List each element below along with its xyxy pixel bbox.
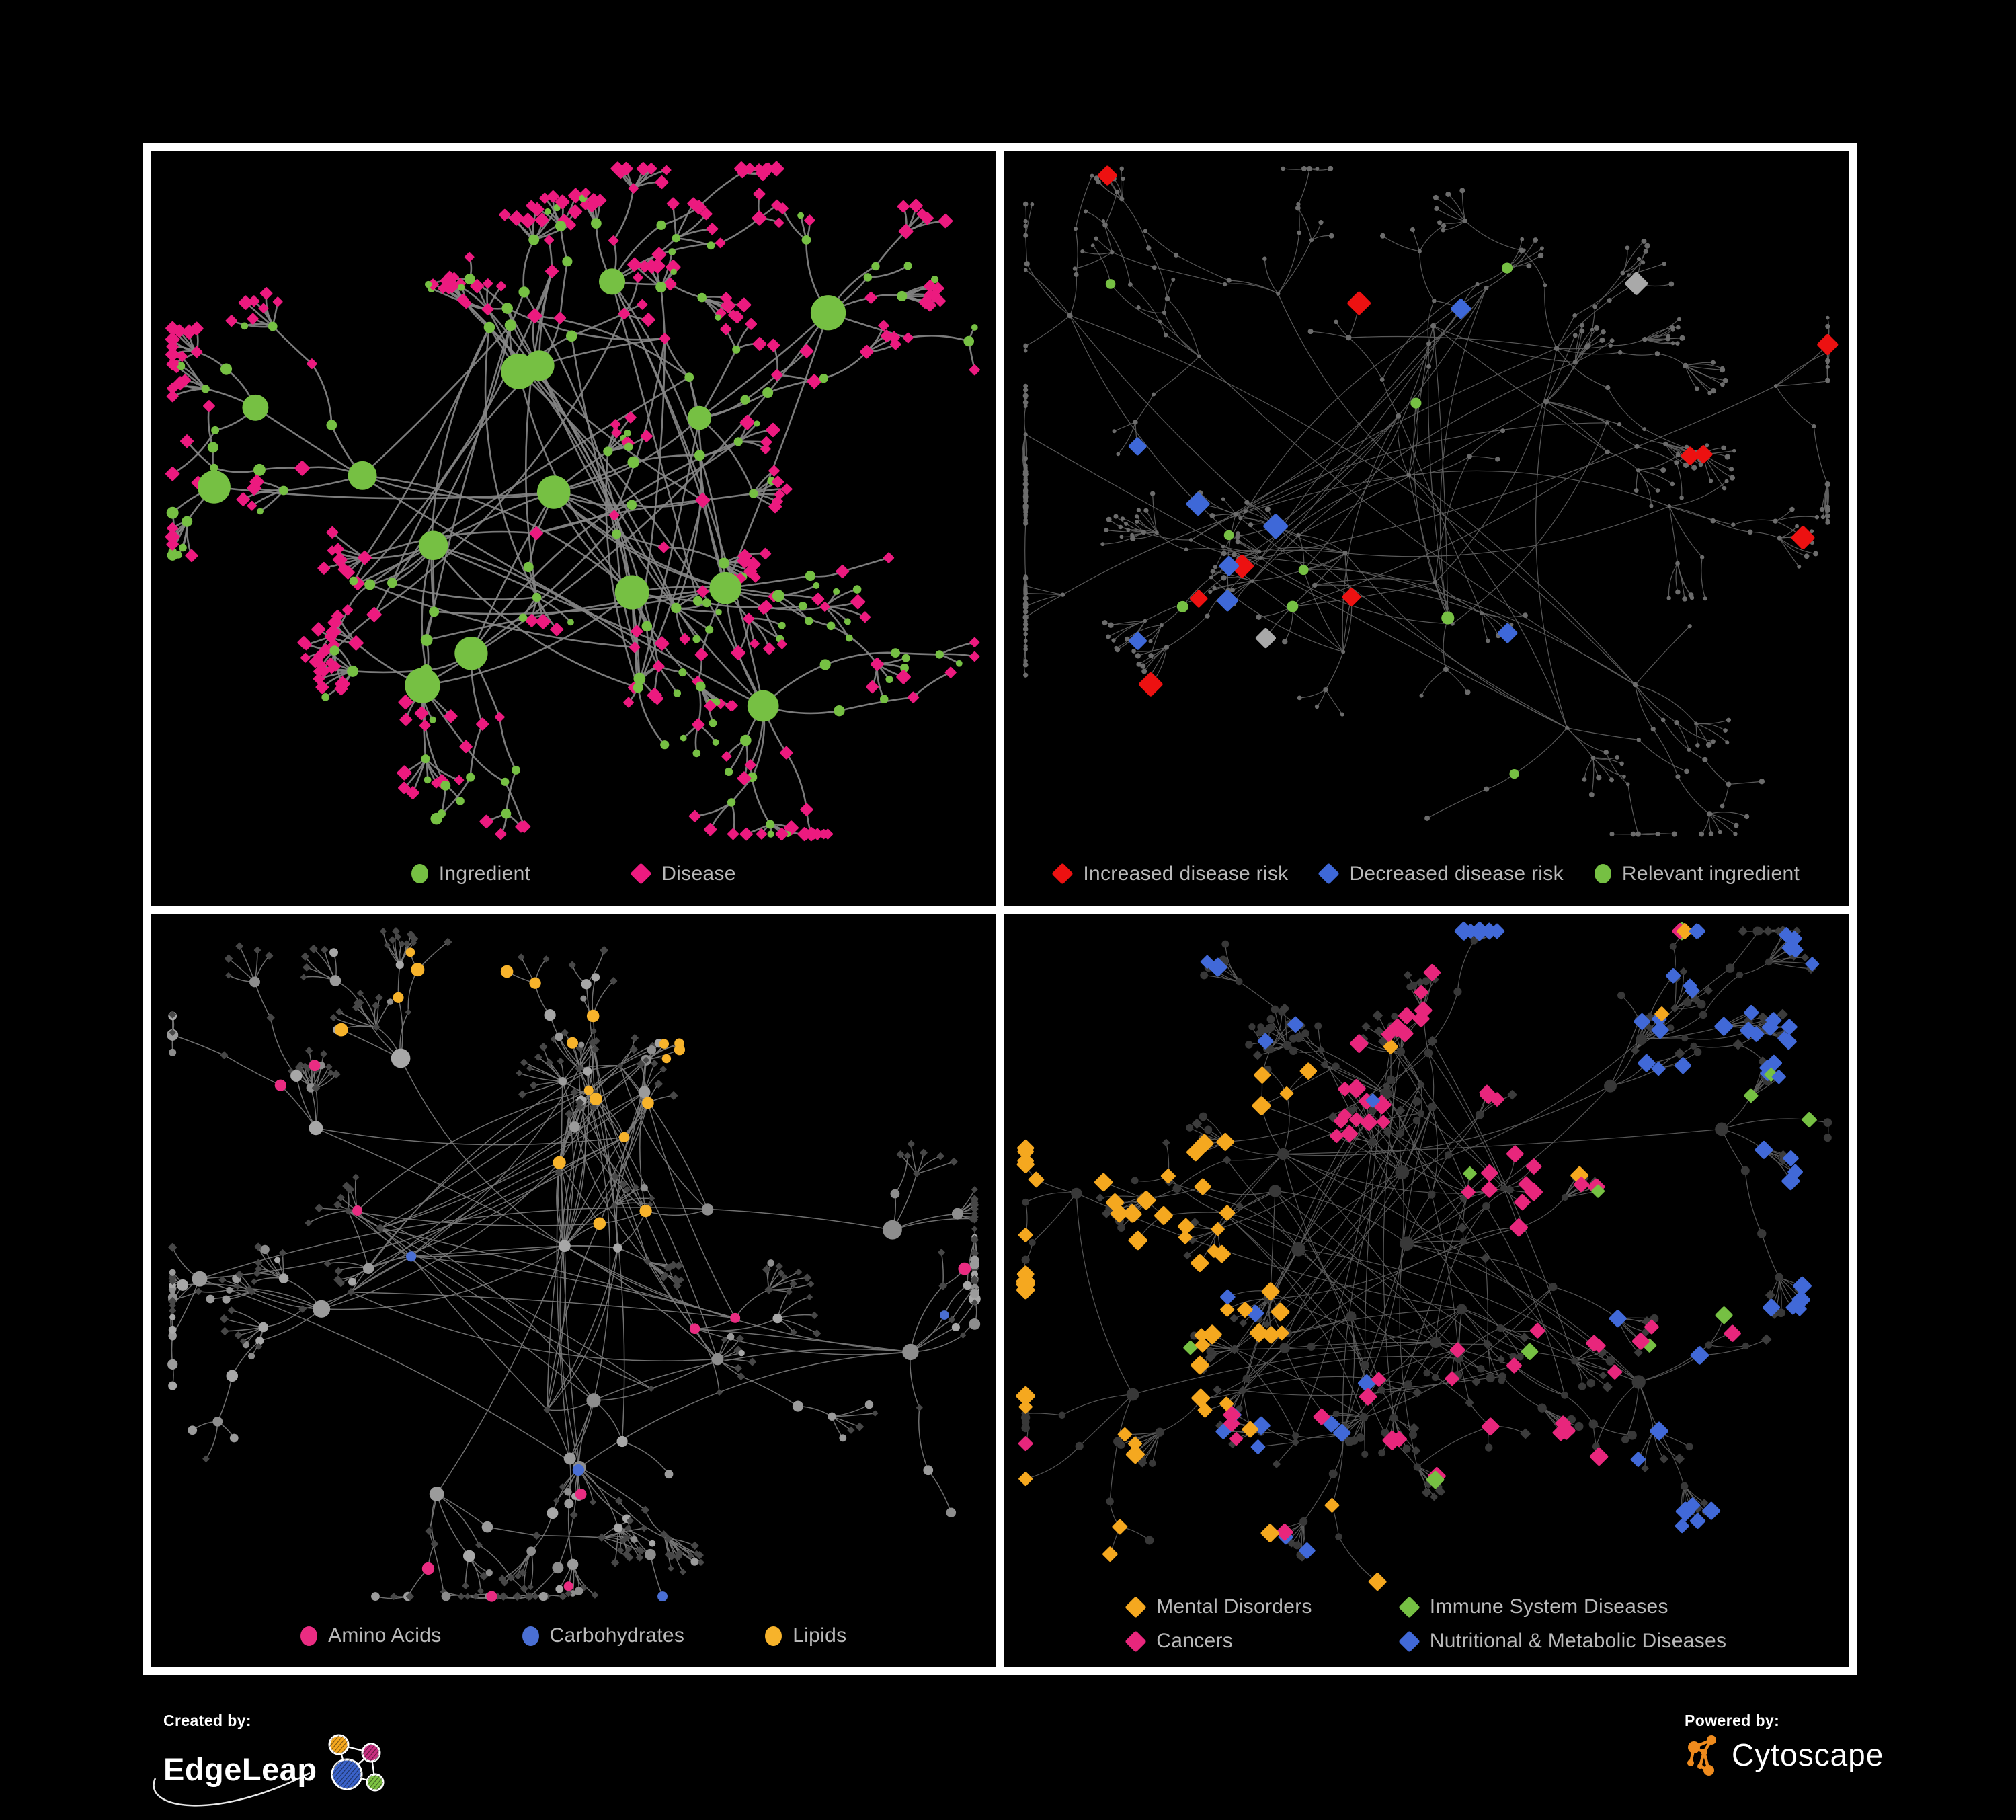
relevant-ingredient-circle-marker [1594, 864, 1611, 883]
legend-label-decreased-risk: Decreased disease risk [1349, 862, 1564, 885]
legend-item-nutritional-metabolic-diseases: Nutritional & Metabolic Diseases [1398, 1630, 1727, 1653]
created-by-label: Created by: [163, 1712, 251, 1729]
panel-grid: Ingredient Disease Increased disease ris… [143, 143, 1857, 1675]
legend-item-immune-system-diseases: Immune System Diseases [1398, 1595, 1668, 1618]
disease-diamond-marker [630, 863, 652, 885]
panel-disease-risk: Increased disease risk Decreased disease… [1004, 151, 1849, 906]
legend-item-carbohydrates: Carbohydrates [522, 1624, 685, 1647]
decreased-risk-diamond-marker [1318, 863, 1340, 885]
legend-item-disease: Disease [630, 862, 736, 885]
legend-item-amino-acids: Amino Acids [300, 1624, 441, 1647]
carbohydrates-circle-marker [522, 1626, 539, 1646]
legend-label-amino-acids: Amino Acids [328, 1624, 442, 1647]
cytoscape-icon [1687, 1735, 1716, 1776]
legend-disease-classes: Mental Disorders Immune System Diseases … [1004, 1595, 1849, 1653]
legend-label-increased-risk: Increased disease risk [1083, 862, 1289, 885]
network-graph-ingredient-classes [167, 926, 981, 1602]
legend-label-lipids: Lipids [793, 1624, 847, 1647]
legend-item-mental-disorders: Mental Disorders [1125, 1595, 1312, 1618]
legend-label-ingredient: Ingredient [438, 862, 531, 885]
legend-label-disease: Disease [661, 862, 736, 885]
legend-ingredient-classes: Amino Acids Carbohydrates Lipids [151, 1624, 996, 1647]
powered-by-block: Powered by: Cytoscape [1685, 1712, 1884, 1776]
increased-risk-diamond-marker [1051, 863, 1074, 885]
network-graph-ingredient-disease [165, 161, 980, 842]
immune-system-diseases-diamond-marker [1398, 1595, 1420, 1618]
network-graph-disease-risk [1022, 165, 1838, 837]
panel-ingredient-disease: Ingredient Disease [151, 151, 996, 906]
nutritional-metabolic-diseases-diamond-marker [1398, 1630, 1420, 1653]
legend-ingredient-disease: Ingredient Disease [151, 863, 996, 885]
legend-label-cancers: Cancers [1156, 1630, 1234, 1652]
legend-label-relevant-ingredient: Relevant ingredient [1621, 862, 1800, 885]
legend-item-relevant-ingredient: Relevant ingredient [1594, 862, 1800, 885]
cytoscape-logo: Cytoscape [1685, 1734, 1884, 1776]
edgeleap-wordmark: EdgeLeap [163, 1751, 317, 1787]
legend-item-lipids: Lipids [765, 1624, 846, 1647]
legend-label-immune-system-diseases: Immune System Diseases [1429, 1595, 1668, 1618]
edgeleap-logo: EdgeLeap [153, 1733, 387, 1807]
lipids-circle-marker [765, 1626, 782, 1646]
legend-item-increased-risk: Increased disease risk [1051, 862, 1289, 885]
panel-disease-classes: Mental Disorders Immune System Diseases … [1004, 913, 1849, 1667]
created-by-block: Created by: EdgeLeap [153, 1712, 387, 1807]
powered-by-label: Powered by: [1685, 1712, 1780, 1729]
edgeleap-swoosh [153, 1772, 311, 1807]
amino-acids-circle-marker [300, 1626, 318, 1646]
cytoscape-wordmark: Cytoscape [1732, 1737, 1884, 1772]
legend-disease-risk: Increased disease risk Decreased disease… [1004, 863, 1849, 885]
legend-item-ingredient: Ingredient [411, 863, 530, 885]
edgeleap-network-icon [328, 1734, 385, 1792]
legend-label-mental-disorders: Mental Disorders [1156, 1595, 1312, 1618]
legend-label-carbohydrates: Carbohydrates [549, 1624, 685, 1647]
legend-item-cancers: Cancers [1125, 1630, 1234, 1653]
cancers-diamond-marker [1125, 1630, 1147, 1653]
legend-item-decreased-risk: Decreased disease risk [1318, 862, 1564, 885]
ingredient-circle-marker [411, 864, 428, 883]
mental-disorders-diamond-marker [1125, 1595, 1147, 1618]
legend-label-nutritional-metabolic-diseases: Nutritional & Metabolic Diseases [1429, 1630, 1727, 1652]
network-graph-disease-classes [1015, 921, 1832, 1591]
panel-ingredient-classes: Amino Acids Carbohydrates Lipids [151, 913, 996, 1667]
